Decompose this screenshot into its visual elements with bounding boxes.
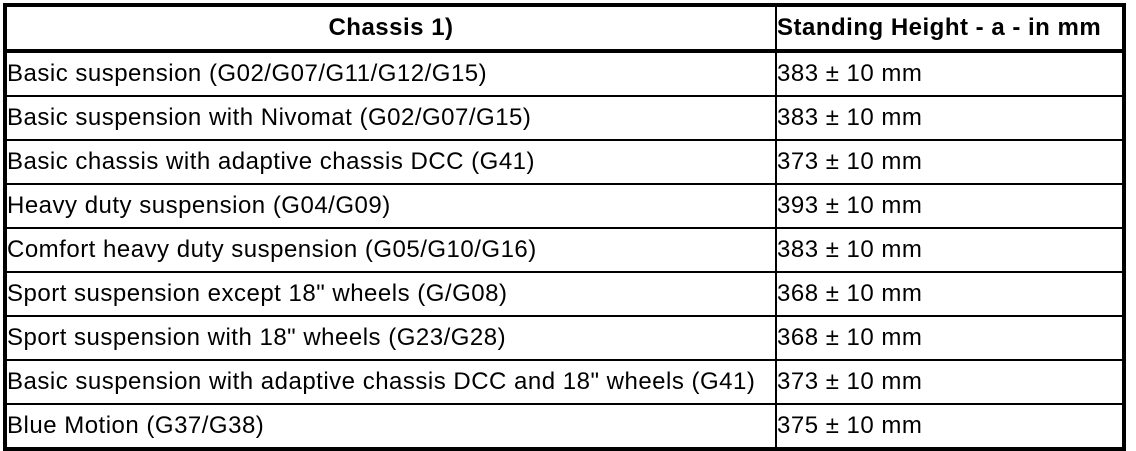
standing-height-cell: 383 ± 10 mm <box>775 50 1125 97</box>
table-row: Basic suspension with Nivomat (G02/G07/G… <box>4 95 1125 141</box>
standing-height-cell: 373 ± 10 mm <box>775 139 1125 185</box>
chassis-cell: Basic chassis with adaptive chassis DCC … <box>4 139 777 185</box>
chassis-cell: Basic suspension with adaptive chassis D… <box>4 359 777 405</box>
table-row: Basic suspension with adaptive chassis D… <box>4 359 1125 405</box>
column-header-chassis: Chassis 1) <box>4 4 777 53</box>
standing-height-cell: 393 ± 10 mm <box>775 183 1125 229</box>
chassis-cell: Basic suspension with Nivomat (G02/G07/G… <box>4 95 777 141</box>
chassis-cell: Sport suspension with 18" wheels (G23/G2… <box>4 315 777 361</box>
chassis-cell: Heavy duty suspension (G04/G09) <box>4 183 777 229</box>
table-row: Comfort heavy duty suspension (G05/G10/G… <box>4 227 1125 273</box>
standing-height-cell: 375 ± 10 mm <box>775 403 1125 450</box>
chassis-cell: Sport suspension except 18" wheels (G/G0… <box>4 271 777 317</box>
table-row: Basic chassis with adaptive chassis DCC … <box>4 139 1125 185</box>
table-row: Sport suspension with 18" wheels (G23/G2… <box>4 315 1125 361</box>
standing-height-cell: 373 ± 10 mm <box>775 359 1125 405</box>
chassis-cell: Blue Motion (G37/G38) <box>4 403 777 450</box>
table-body: Basic suspension (G02/G07/G11/G12/G15) 3… <box>4 50 1125 450</box>
standing-height-cell: 383 ± 10 mm <box>775 227 1125 273</box>
header-row: Chassis 1) Standing Height - a - in mm <box>4 4 1125 53</box>
table-row: Sport suspension except 18" wheels (G/G0… <box>4 271 1125 317</box>
standing-height-cell: 383 ± 10 mm <box>775 95 1125 141</box>
chassis-cell: Basic suspension (G02/G07/G11/G12/G15) <box>4 50 777 97</box>
chassis-standing-height-table: Chassis 1) Standing Height - a - in mm B… <box>3 3 1126 451</box>
chassis-cell: Comfort heavy duty suspension (G05/G10/G… <box>4 227 777 273</box>
standing-height-cell: 368 ± 10 mm <box>775 315 1125 361</box>
table-row: Basic suspension (G02/G07/G11/G12/G15) 3… <box>4 50 1125 97</box>
column-header-standing-height: Standing Height - a - in mm <box>775 4 1125 53</box>
standing-height-cell: 368 ± 10 mm <box>775 271 1125 317</box>
table-header: Chassis 1) Standing Height - a - in mm <box>4 4 1125 53</box>
table-row: Heavy duty suspension (G04/G09) 393 ± 10… <box>4 183 1125 229</box>
document-page: Chassis 1) Standing Height - a - in mm B… <box>3 3 1126 451</box>
table-row: Blue Motion (G37/G38) 375 ± 10 mm <box>4 403 1125 450</box>
